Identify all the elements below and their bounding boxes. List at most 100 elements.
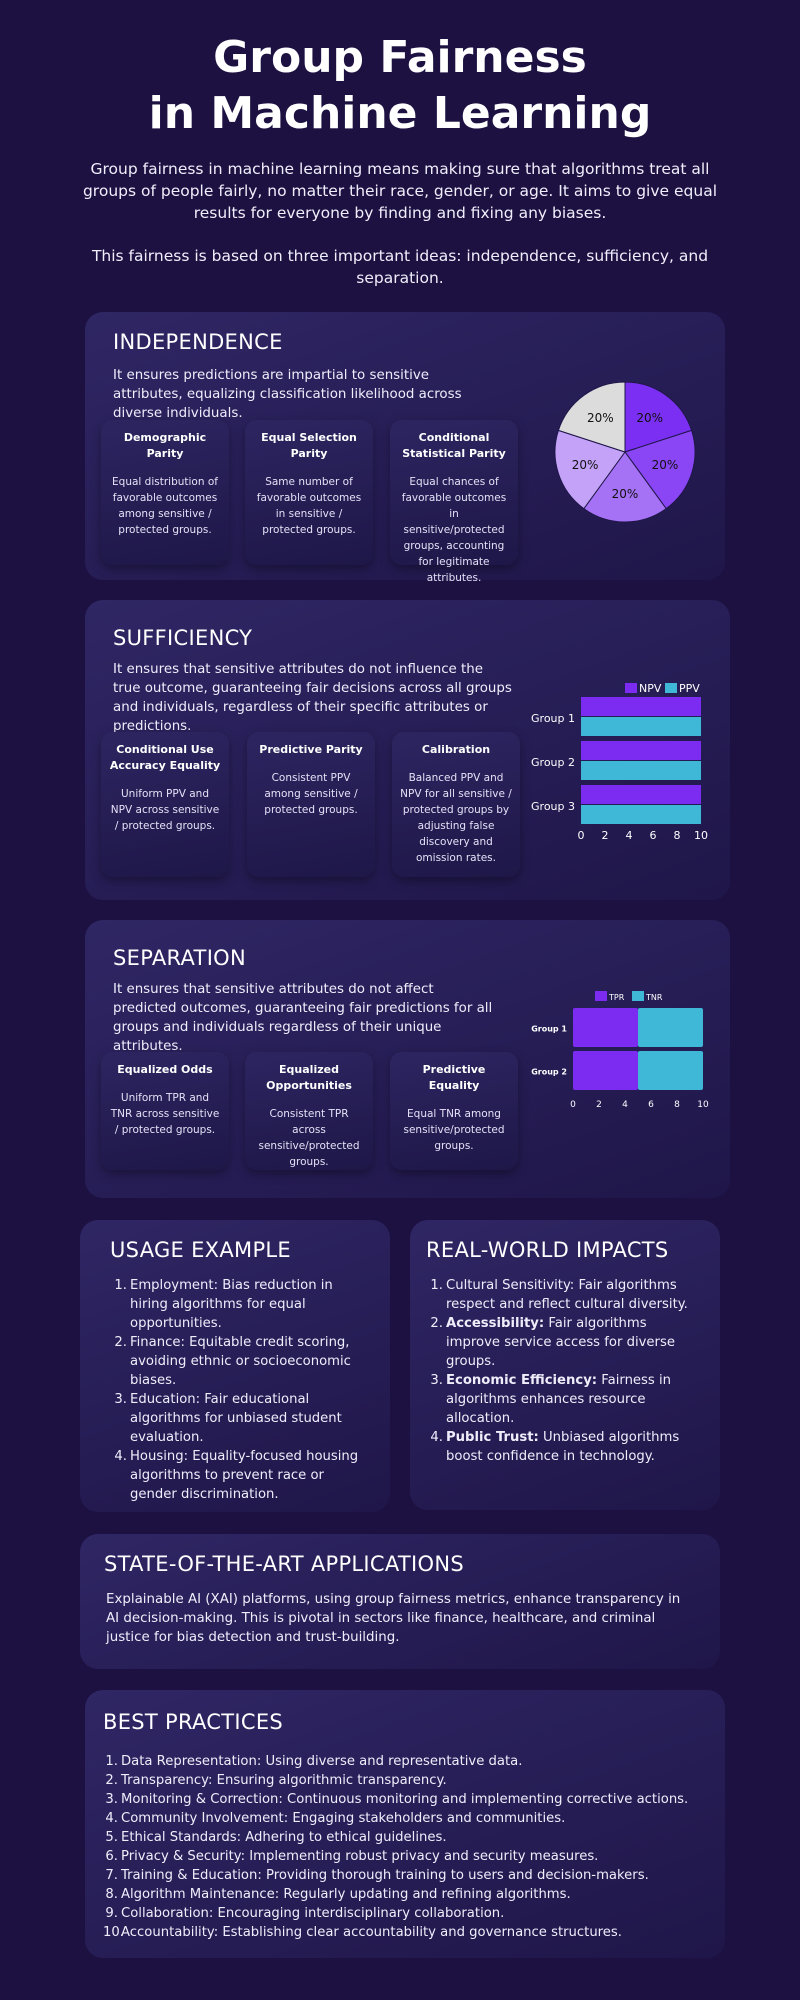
legend-label: PPV xyxy=(679,682,700,695)
sub-card-title: Predictive Parity xyxy=(259,743,363,756)
list-item: 2. Transparency: Ensuring algorithmic tra… xyxy=(103,1771,713,1790)
bar-tpr xyxy=(573,1008,638,1047)
intro-paragraph: Group fairness in machine learning means… xyxy=(82,160,718,222)
x-tick-label: 0 xyxy=(570,1100,576,1110)
list-text: Finance: Equitable credit scoring, avoid… xyxy=(130,1335,351,1388)
bar-npv xyxy=(581,741,701,760)
list-text: Housing: Equality-focused housing algori… xyxy=(130,1449,359,1502)
x-tick-label: 4 xyxy=(626,829,633,842)
intro-ideas: This fairness is based on three importan… xyxy=(91,247,709,287)
category-label: Group 3 xyxy=(531,800,575,813)
category-label: Group 2 xyxy=(531,1068,567,1077)
sub-card-text: Uniform PPV and NPV across sensitive / p… xyxy=(110,788,220,832)
usage-list: 1. Employment: Bias reduction in hiring a… xyxy=(108,1276,370,1504)
list-text: Algorithm Maintenance: Regularly updatin… xyxy=(121,1887,571,1902)
separation-description: It ensures that sensitive attributes do … xyxy=(113,982,493,1054)
list-text: Accountability: Establishing clear accou… xyxy=(121,1925,622,1940)
sufficiency-description: It ensures that sensitive attributes do … xyxy=(113,662,512,734)
real-world-impacts-title: REAL-WORLD IMPACTS xyxy=(426,1238,669,1262)
pie-slice xyxy=(624,429,696,510)
list-text: Public Trust: Unbiased algorithms boost … xyxy=(446,1428,694,1466)
pie-chart: 20% 20% 20% 20% 20% xyxy=(554,381,696,523)
state-of-the-art-title: STATE-OF-THE-ART APPLICATIONS xyxy=(104,1552,464,1576)
equalized-opportunities-card: Equalized Opportunities Consistent TPR a… xyxy=(245,1052,373,1170)
list-text: Economic Efficiency: Fairness in algorit… xyxy=(446,1371,694,1428)
state-of-the-art-text: Explainable AI (XAI) platforms, using gr… xyxy=(106,1592,681,1645)
list-number: 8. xyxy=(105,1887,118,1902)
sub-card-text: Equal chances of favorable outcomes in s… xyxy=(401,476,507,584)
bar-npv xyxy=(581,785,701,804)
list-number: 2. xyxy=(105,1773,118,1788)
bar-ppv xyxy=(581,717,701,736)
list-rest: Fairness in algorithms enhances resource… xyxy=(446,1373,672,1426)
list-item: 6. Privacy & Security: Implementing robus… xyxy=(103,1847,713,1866)
bar-ppv xyxy=(581,805,701,824)
sub-card-text: Consistent TPR across sensitive/protecte… xyxy=(258,1108,360,1168)
list-bold-lead: Economic Efficiency: xyxy=(446,1373,598,1388)
list-text: Accessibility: Fair algorithms improve s… xyxy=(446,1314,694,1371)
pie-label: 20% xyxy=(612,487,639,501)
list-text: Privacy & Security: Implementing robust … xyxy=(121,1849,599,1864)
x-tick-label: 6 xyxy=(650,829,657,842)
pie-label: 20% xyxy=(652,458,679,472)
pie-slice xyxy=(557,381,626,453)
title-line-1: Group Fairness xyxy=(213,32,587,83)
calibration-card: Calibration Balanced PPV and NPV for all… xyxy=(392,732,520,877)
independence-description: It ensures predictions are impartial to … xyxy=(113,368,462,421)
list-number: 9. xyxy=(105,1906,118,1921)
list-item: 4. Housing: Equality-focused housing algo… xyxy=(108,1447,370,1504)
sub-card-title: Conditional Use Accuracy Equality xyxy=(109,743,221,772)
title-line-2: in Machine Learning xyxy=(148,88,652,139)
list-text: Training & Education: Providing thorough… xyxy=(121,1868,649,1883)
legend-swatch xyxy=(665,683,677,693)
list-number: 3. xyxy=(430,1373,443,1388)
sufficiency-card: SUFFICIENCY It ensures that sensitive at… xyxy=(85,600,730,900)
page-title: Group Fairness in Machine Learning xyxy=(0,30,800,142)
sufficiency-bar-chart: NPV PPV Group 1 Group 2 Group 3 0 2 4 6 8 10 xyxy=(531,682,708,842)
list-number: 10. xyxy=(103,1925,124,1940)
list-number: 3. xyxy=(105,1792,118,1807)
sub-card-title: Demographic Parity xyxy=(123,431,207,460)
list-item: 3. Education: Fair educational algorithms… xyxy=(108,1390,370,1447)
sub-card-title: Calibration xyxy=(421,743,491,756)
bar-tnr xyxy=(638,1008,703,1047)
legend-label: TNR xyxy=(645,993,663,1002)
list-item: 3. Economic Efficiency: Fairness in algor… xyxy=(424,1371,694,1428)
list-number: 5. xyxy=(105,1830,118,1845)
list-number: 1. xyxy=(114,1278,127,1293)
pie-slice xyxy=(583,451,667,523)
real-world-impacts-card: REAL-WORLD IMPACTS 1. Cultural Sensitivit… xyxy=(410,1220,720,1510)
list-item: 2. Finance: Equitable credit scoring, avo… xyxy=(108,1333,370,1390)
x-tick-label: 10 xyxy=(697,1100,709,1110)
list-text: Education: Fair educational algorithms f… xyxy=(130,1392,342,1445)
predictive-parity-card: Predictive Parity Consistent PPV among s… xyxy=(247,732,375,877)
list-rest: Unbiased algorithms boost confidence in … xyxy=(446,1430,680,1464)
legend-label: TPR xyxy=(608,993,625,1002)
sub-card-text: Equal TNR among sensitive/protected grou… xyxy=(403,1108,505,1152)
x-tick-label: 0 xyxy=(578,829,585,842)
x-tick-label: 8 xyxy=(674,1100,680,1110)
list-number: 4. xyxy=(430,1430,443,1445)
bar-npv xyxy=(581,697,701,716)
list-text: Collaboration: Encouraging interdiscipli… xyxy=(121,1906,505,1921)
list-text: Ethical Standards: Adhering to ethical g… xyxy=(121,1830,447,1845)
pie-label: 20% xyxy=(636,411,663,425)
legend-swatch xyxy=(595,991,607,1001)
sub-card-title: Predictive Equality xyxy=(422,1063,486,1092)
x-tick-label: 2 xyxy=(602,829,609,842)
list-text: Cultural Sensitivity: Fair algorithms re… xyxy=(446,1278,688,1312)
list-text: Data Representation: Using diverse and r… xyxy=(121,1754,523,1769)
list-text: Community Involvement: Engaging stakehol… xyxy=(121,1811,566,1826)
legend-label: NPV xyxy=(639,682,662,695)
legend-swatch xyxy=(625,683,637,693)
category-label: Group 1 xyxy=(531,712,575,725)
list-item: 7. Training & Education: Providing thorou… xyxy=(103,1866,713,1885)
list-text: Transparency: Ensuring algorithmic trans… xyxy=(121,1773,447,1788)
list-bold-lead: Public Trust: xyxy=(446,1430,539,1445)
list-item: 1. Data Representation: Using diverse and… xyxy=(103,1752,713,1771)
list-number: 4. xyxy=(114,1449,127,1464)
sub-card-text: Equal distribution of favorable outcomes… xyxy=(112,476,218,536)
x-tick-label: 10 xyxy=(694,829,708,842)
list-number: 1. xyxy=(105,1754,118,1769)
sub-card-title: Equalized Odds xyxy=(117,1063,213,1076)
